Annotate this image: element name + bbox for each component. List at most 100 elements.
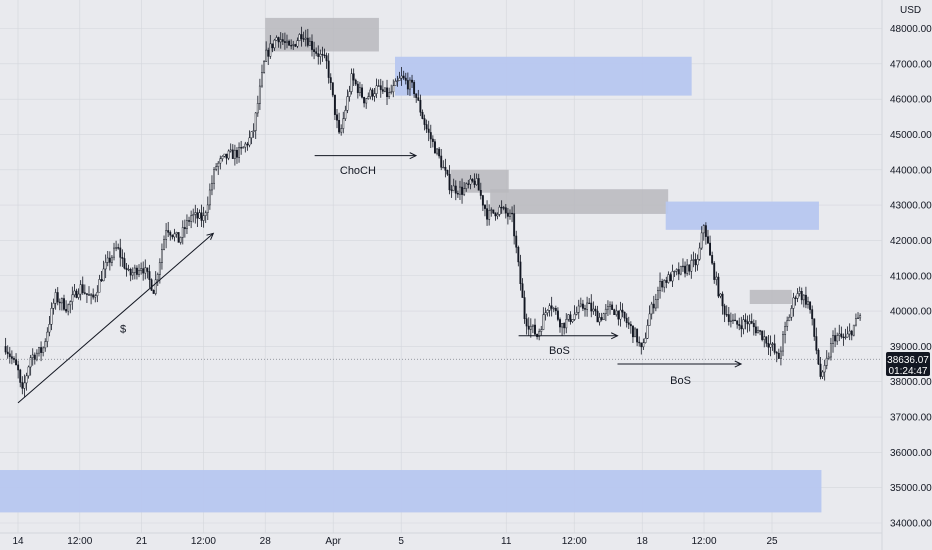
candle-body [498,206,501,215]
annotation-label: ChoCH [340,165,376,177]
candle-body [396,80,399,82]
supply-zone [749,289,792,305]
candle-body [267,49,270,57]
candle-body [13,358,15,360]
candle-body [388,92,391,98]
candle-body [386,87,388,98]
candle-body [719,293,722,297]
candle-body [771,343,774,345]
countdown-label: 01:24:47 [889,366,928,377]
candle-body [704,225,707,237]
candle-body [400,75,403,79]
candle-body [69,301,72,306]
candle-body [406,80,409,90]
candle-body [279,39,282,43]
candle-body [321,53,324,56]
candle-body [452,185,455,191]
candle-body [488,210,491,220]
candle-body [857,317,859,319]
candle-body [46,331,49,342]
supply-zone [490,189,669,214]
candle-body [827,356,830,359]
candle-body [98,279,101,293]
candle-body [90,294,93,296]
candle-body [242,146,245,149]
candle-body [33,354,36,360]
candle-body [100,279,103,282]
candle-body [440,155,443,168]
candle-body [367,96,370,100]
candle-body [338,119,341,133]
candle-body [546,310,549,314]
candle-body [615,310,618,315]
candle-body [438,148,441,157]
candle-body [832,335,834,344]
candle-body [454,185,457,194]
candle-body [813,318,816,337]
price-axis[interactable]: 34000.00 35000.00 36000.00 37000.00 38000.00… [890,24,932,530]
candle-body [763,336,766,340]
candle-body [102,268,105,282]
candle-body [113,247,115,258]
price-tick-label: 38000.00 [890,377,932,388]
candle-body [707,236,709,244]
candle-body [538,331,541,337]
candle-body [667,274,670,283]
candle-body [354,79,357,85]
candle-body [283,41,286,43]
candle-body [75,290,78,298]
candle-body [148,271,151,280]
candle-body [550,305,553,309]
candle-body [154,279,157,294]
candle-body [690,260,693,272]
candle-body [761,330,764,340]
time-axis[interactable]: 14 12:00 21 12:00 28 Apr 5 11 12:00 18 12:00 25 [12,536,778,547]
candle-body [481,195,484,206]
candle-body [682,265,684,268]
candle-body [673,270,676,273]
candle-body [848,330,851,335]
candle-body [60,298,63,304]
candle-body [721,293,724,307]
candle-body [529,325,532,330]
candle-body [659,280,661,291]
candle-body [742,319,745,330]
time-tick-label: 18 [637,536,649,547]
candle-body [129,268,132,276]
candle-body [204,212,207,216]
candle-body [77,293,80,298]
last-price-badge [886,352,930,376]
candle-body [65,309,68,312]
candle-body [790,308,793,318]
time-tick-label: 12:00 [562,536,587,547]
candle-body [788,316,791,322]
candle-body [117,247,120,249]
price-tick-label: 46000.00 [890,95,932,106]
candle-body [577,305,580,313]
candle-body [273,39,276,49]
candle-body [840,333,843,338]
annotation-arrow [17,232,214,404]
price-tick-label: 47000.00 [890,59,932,70]
candle-body [727,314,730,322]
candle-body [325,55,328,62]
candle-body [588,302,591,305]
candle-body [256,103,259,114]
candle-body [713,262,716,280]
candle-body [394,80,397,86]
candle-body [442,166,445,169]
candle-body [313,49,316,52]
candle-body [777,352,780,359]
candle-body [446,170,449,175]
candle-body [444,166,447,171]
candle-body [554,308,557,312]
candle-body [183,227,186,230]
candle-body [181,227,184,238]
time-tick-label: 21 [136,536,148,547]
candle-body [807,301,809,305]
candle-body [315,51,318,54]
candle-body [71,294,74,302]
candle-body [575,312,578,315]
